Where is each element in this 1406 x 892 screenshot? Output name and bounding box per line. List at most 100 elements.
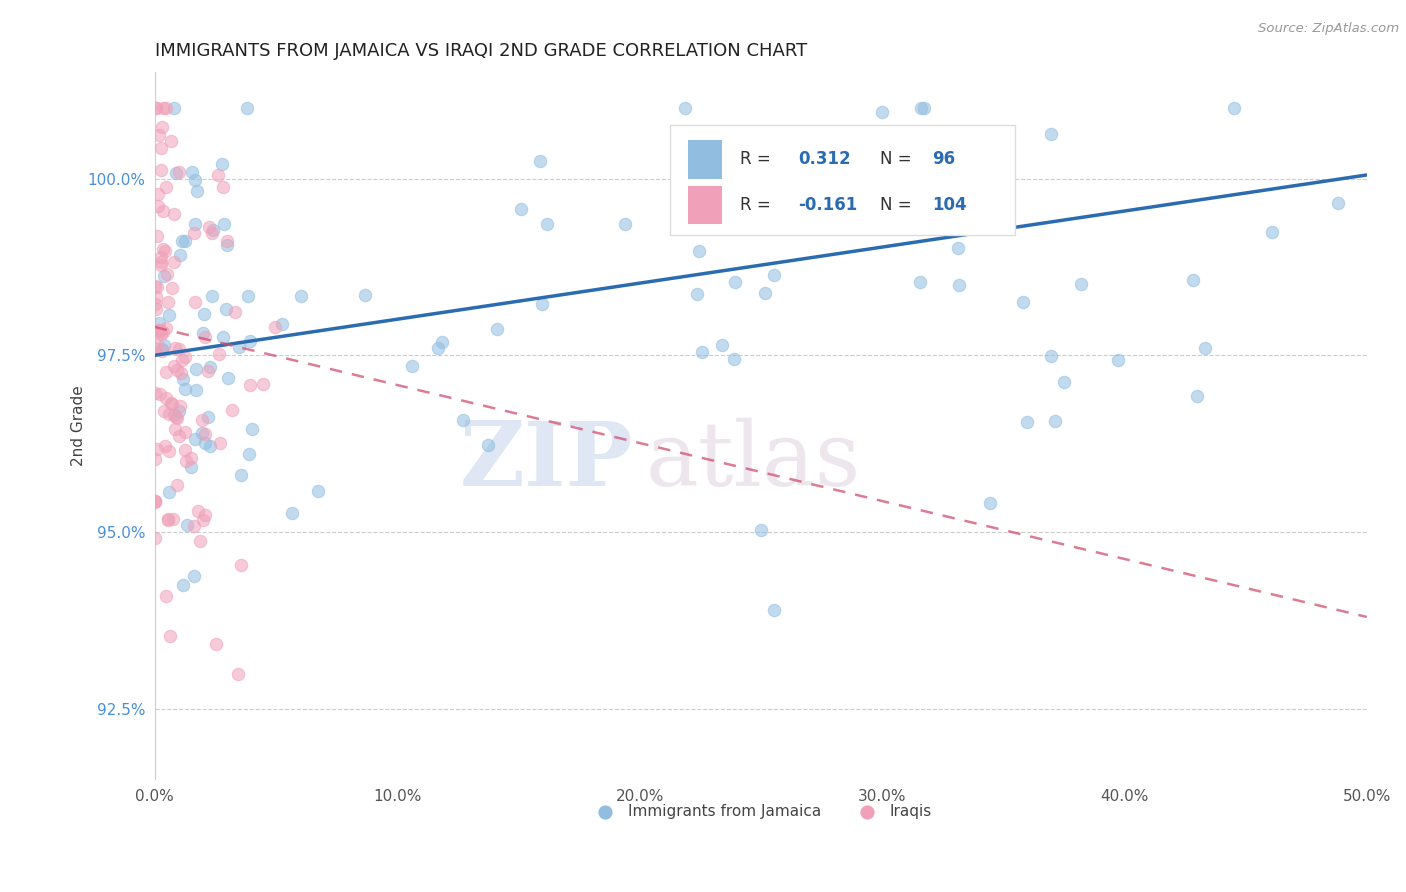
- Point: [198, 360, 221, 375]
- Point: [290, 289, 312, 303]
- Point: [167, 429, 190, 443]
- Point: [172, 371, 194, 385]
- Point: [162, 207, 184, 221]
- Point: [143, 531, 166, 545]
- Point: [198, 439, 221, 453]
- Point: [180, 165, 202, 179]
- Point: [205, 637, 228, 651]
- Point: [217, 371, 239, 385]
- Point: [157, 485, 180, 500]
- Point: [152, 404, 174, 418]
- Point: [184, 384, 207, 398]
- Point: [430, 334, 453, 349]
- Point: [150, 258, 173, 272]
- Point: [157, 407, 180, 421]
- Point: [194, 426, 217, 441]
- Point: [162, 512, 184, 526]
- Point: [690, 345, 713, 359]
- Point: [153, 338, 176, 352]
- Point: [159, 308, 181, 322]
- Text: IMMIGRANTS FROM JAMAICA VS IRAQI 2ND GRADE CORRELATION CHART: IMMIGRANTS FROM JAMAICA VS IRAQI 2ND GRA…: [155, 42, 807, 60]
- Point: [148, 316, 170, 330]
- Point: [749, 524, 772, 538]
- Point: [510, 202, 533, 216]
- Point: [169, 404, 191, 418]
- Point: [145, 101, 167, 115]
- Text: 104: 104: [932, 196, 966, 214]
- Point: [910, 275, 932, 289]
- Point: [166, 478, 188, 492]
- Point: [150, 141, 173, 155]
- Point: [156, 512, 179, 526]
- Point: [146, 186, 169, 201]
- Point: [152, 268, 174, 283]
- Point: [530, 296, 553, 310]
- Point: [146, 337, 169, 351]
- Point: [159, 135, 181, 149]
- Text: R =: R =: [740, 196, 770, 214]
- Point: [212, 217, 235, 231]
- Point: [231, 467, 253, 482]
- Point: [145, 302, 167, 317]
- Point: [155, 179, 177, 194]
- Point: [165, 410, 187, 425]
- Point: [238, 447, 260, 461]
- Point: [180, 460, 202, 475]
- Point: [1011, 294, 1033, 309]
- Point: [170, 234, 193, 248]
- Point: [762, 268, 785, 282]
- Point: [145, 290, 167, 304]
- Text: N =: N =: [880, 150, 911, 168]
- Point: [201, 226, 224, 240]
- Point: [1327, 195, 1350, 210]
- Point: [169, 399, 191, 413]
- Point: [162, 408, 184, 422]
- Point: [143, 493, 166, 508]
- Point: [146, 228, 169, 243]
- Point: [180, 450, 202, 465]
- Point: [1223, 101, 1246, 115]
- Point: [688, 244, 710, 259]
- Point: [184, 173, 207, 187]
- Point: [207, 168, 229, 182]
- FancyBboxPatch shape: [669, 126, 1015, 235]
- Point: [153, 244, 176, 258]
- Point: [188, 534, 211, 549]
- Point: [148, 323, 170, 337]
- Point: [1187, 389, 1209, 403]
- Text: 0.312: 0.312: [799, 150, 851, 168]
- Text: R =: R =: [740, 150, 770, 168]
- Point: [157, 513, 180, 527]
- Point: [186, 362, 208, 376]
- Point: [162, 359, 184, 373]
- Point: [979, 496, 1001, 510]
- Point: [152, 243, 174, 257]
- Point: [145, 386, 167, 401]
- Point: [165, 341, 187, 355]
- Text: 96: 96: [932, 150, 955, 168]
- Point: [145, 101, 167, 115]
- Point: [451, 413, 474, 427]
- Point: [239, 334, 262, 349]
- Point: [197, 409, 219, 424]
- Point: [673, 101, 696, 115]
- Point: [264, 319, 287, 334]
- Point: [174, 382, 197, 396]
- Point: [166, 411, 188, 425]
- Point: [307, 483, 329, 498]
- Text: N =: N =: [880, 196, 911, 214]
- Point: [149, 255, 172, 269]
- Point: [173, 425, 195, 439]
- Point: [202, 223, 225, 237]
- Point: [150, 162, 173, 177]
- Point: [156, 294, 179, 309]
- Point: [1017, 416, 1039, 430]
- Text: Source: ZipAtlas.com: Source: ZipAtlas.com: [1258, 22, 1399, 36]
- Point: [149, 324, 172, 338]
- Point: [724, 275, 747, 289]
- Point: [170, 366, 193, 380]
- Point: [236, 289, 259, 303]
- Point: [150, 343, 173, 358]
- Point: [160, 281, 183, 295]
- Point: [160, 397, 183, 411]
